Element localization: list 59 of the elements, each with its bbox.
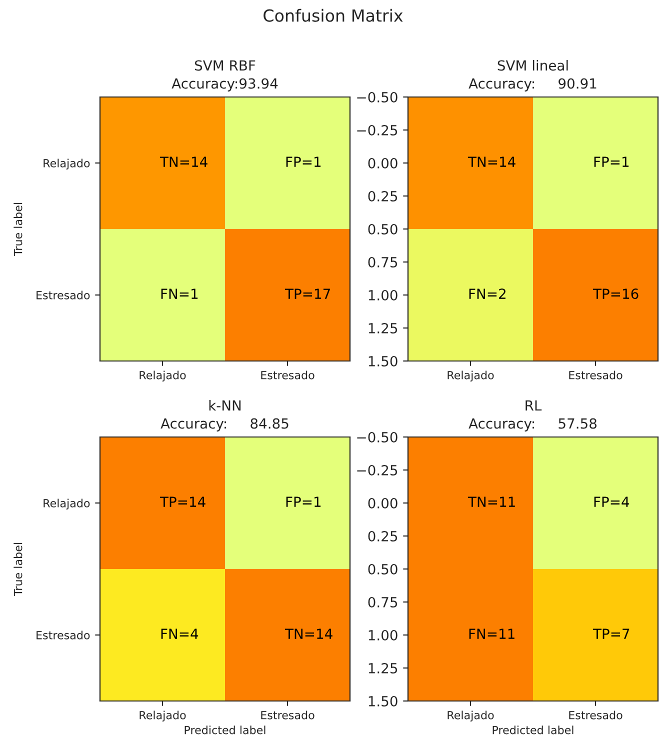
y-tick-label: 1.50 — [368, 356, 398, 366]
chart-subtitle: Accuracy: 57.58 — [468, 418, 597, 432]
y-tick-label: −0.50 — [357, 432, 398, 442]
text: Confusion Matrix — [264, 8, 403, 22]
x-tick-label: Relajado — [140, 710, 186, 722]
y-tick-label: 0.25 — [368, 190, 398, 202]
data-label: TP=16 — [592, 288, 638, 300]
x-tick-label: Relajado — [448, 370, 494, 382]
x-tick-label: Estresado — [569, 710, 622, 720]
y-tick-label: 1.25 — [368, 662, 398, 674]
data-label: FP=4 — [594, 496, 630, 507]
y-tick-label: 0.75 — [368, 596, 398, 608]
data-label: FN=11 — [469, 628, 514, 639]
y-tick-label: 0.50 — [368, 564, 398, 574]
x-axis-title: Predicted label — [492, 726, 574, 734]
data-label: TN=14 — [468, 156, 516, 167]
y-tick-label: 0.00 — [368, 498, 398, 508]
y-tick-label: 0.00 — [368, 158, 398, 168]
y-axis-title: True label — [14, 203, 22, 256]
data-label: TN=14 — [284, 628, 332, 639]
y-tick-label: 0.50 — [368, 224, 398, 234]
y-tick-label: 0.25 — [368, 530, 398, 542]
x-tick-label: Relajado — [140, 370, 186, 382]
y-tick-label: Estresado — [36, 290, 90, 300]
data-label: FN=2 — [469, 288, 506, 299]
chart-title: SVM lineal — [498, 60, 568, 71]
data-label: TN=14 — [160, 156, 208, 167]
x-tick-label: Estresado — [261, 370, 314, 380]
data-label: FP=1 — [594, 156, 629, 167]
data-label: FN=4 — [161, 628, 198, 639]
data-label: FP=1 — [286, 156, 321, 167]
data-label: FN=1 — [161, 288, 198, 299]
x-tick-label: Estresado — [569, 370, 622, 380]
chart-subtitle: Accuracy: 84.85 — [160, 418, 288, 432]
chart-title: k-NN — [209, 400, 241, 410]
data-label: TN=11 — [468, 496, 515, 507]
data-label: TP=14 — [160, 496, 206, 507]
chart-subtitle: Accuracy:93.94 — [172, 78, 278, 92]
y-tick-label: 1.50 — [368, 696, 398, 706]
y-tick-label: −0.50 — [357, 92, 398, 102]
x-axis-title: Predicted label — [184, 726, 266, 734]
data-label: FP=1 — [286, 496, 321, 507]
x-tick-label: Relajado — [448, 710, 494, 722]
chart-title: SVM RBF — [194, 60, 256, 71]
chart-subtitle: Accuracy: 90.91 — [468, 78, 596, 92]
chart-title: RL — [526, 400, 542, 410]
data-label: TP=7 — [592, 628, 630, 639]
y-tick-label: 1.00 — [368, 290, 398, 300]
y-tick-label: Relajado — [44, 158, 90, 170]
y-tick-label: −0.25 — [357, 124, 398, 136]
y-tick-label: Estresado — [36, 630, 90, 640]
y-tick-label: 1.25 — [368, 322, 398, 334]
y-axis-title: True label — [14, 543, 22, 596]
y-tick-label: 1.00 — [368, 630, 398, 640]
x-tick-label: Estresado — [261, 710, 314, 720]
y-tick-label: Relajado — [44, 498, 90, 510]
y-tick-label: −0.25 — [357, 464, 398, 476]
y-tick-label: 0.75 — [368, 256, 398, 268]
data-label: TP=17 — [284, 288, 330, 299]
